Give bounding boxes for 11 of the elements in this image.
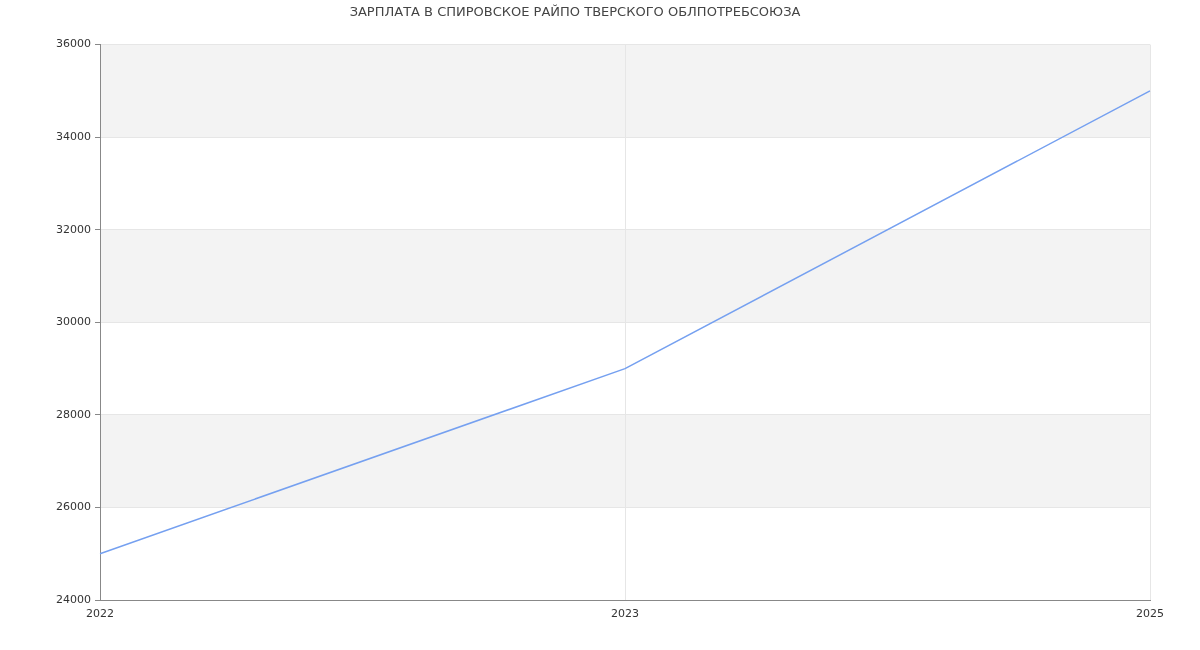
- chart-title: ЗАРПЛАТА В СПИРОВСКОЕ РАЙПО ТВЕРСКОГО ОБЛПОТРЕБСОЮЗА: [349, 4, 801, 20]
- y-tick-label: 28000: [56, 407, 91, 421]
- y-tick-label: 32000: [56, 222, 91, 236]
- y-tick-label: 26000: [56, 500, 91, 514]
- x-tick-label: 2025: [1136, 607, 1164, 621]
- y-tick-label: 30000: [56, 315, 91, 329]
- y-tick-label: 36000: [56, 37, 91, 51]
- y-tick-label: 34000: [56, 130, 91, 144]
- x-tick-label: 2022: [86, 607, 114, 621]
- y-tick-label: 24000: [56, 592, 91, 606]
- x-tick-label: 2023: [611, 607, 639, 621]
